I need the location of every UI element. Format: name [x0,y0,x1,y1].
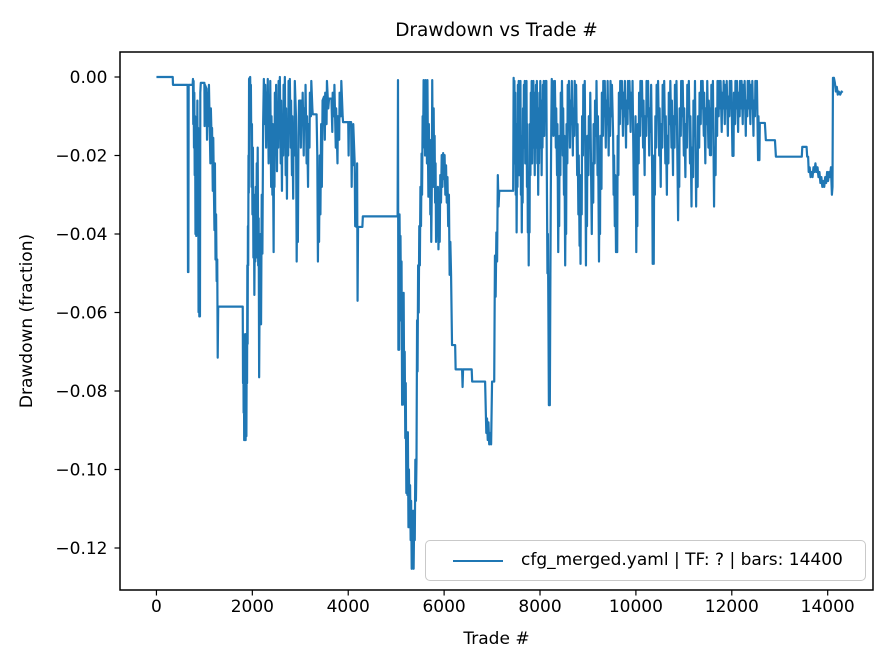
y-tick-label: 0.00 [70,68,108,88]
y-tick-label: −0.02 [55,146,107,166]
chart-title: Drawdown vs Trade # [395,20,598,41]
y-tick-label: −0.10 [55,460,107,480]
x-tick-label: 12000 [705,597,759,617]
legend: cfg_merged.yaml | TF: ? | bars: 14400 [425,540,866,581]
x-tick-label: 14000 [801,597,855,617]
axes-spine [119,51,874,591]
y-tick-label: −0.06 [55,303,107,323]
x-tick-label: 2000 [231,597,274,617]
x-tick-label: 8000 [518,597,561,617]
y-tick-label: −0.04 [55,225,107,245]
x-tick-label: 6000 [422,597,465,617]
y-tick-label: −0.12 [55,539,107,559]
legend-line-swatch [453,559,503,563]
x-tick-label: 4000 [327,597,370,617]
legend-label: cfg_merged.yaml | TF: ? | bars: 14400 [521,550,843,570]
y-tick-label: −0.08 [55,382,107,402]
x-tick-label: 0 [151,597,162,617]
x-axis-label: Trade # [463,629,530,649]
drawdown-series-line [156,75,844,570]
x-tick-label: 10000 [609,597,663,617]
